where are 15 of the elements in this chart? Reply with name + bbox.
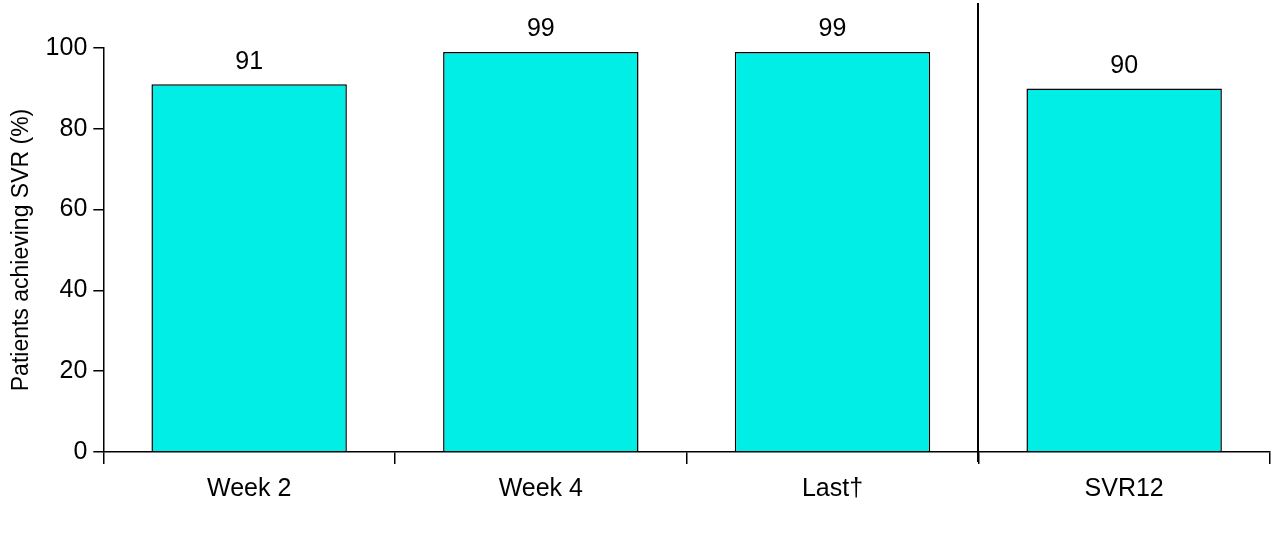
data-label: 99 — [526, 13, 555, 42]
x-tick-label: Last† — [801, 472, 864, 501]
y-tick-label: 40 — [59, 274, 88, 303]
y-axis-title: Patients achieving SVR (%) — [7, 108, 34, 392]
y-tick-label: 80 — [59, 112, 88, 141]
x-tick-label: Week 2 — [206, 472, 292, 501]
data-label: 99 — [818, 13, 847, 42]
x-tick-label: Week 4 — [498, 472, 584, 501]
y-tick-label: 60 — [59, 193, 88, 222]
data-label: 90 — [1110, 49, 1139, 78]
y-tick-label: 100 — [45, 31, 88, 60]
y-tick-label: 0 — [73, 435, 88, 464]
x-tick-label: SVR12 — [1084, 472, 1164, 501]
data-label: 91 — [235, 45, 264, 74]
y-tick-label: 20 — [59, 355, 88, 384]
